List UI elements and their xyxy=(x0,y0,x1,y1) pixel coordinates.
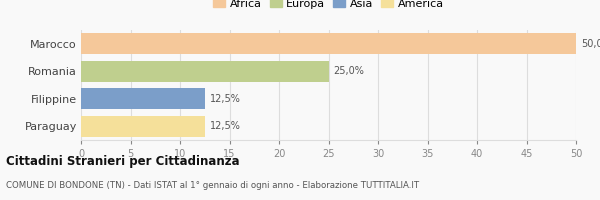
Text: 25,0%: 25,0% xyxy=(334,66,364,76)
Bar xyxy=(81,61,329,82)
Text: COMUNE DI BONDONE (TN) - Dati ISTAT al 1° gennaio di ogni anno - Elaborazione TU: COMUNE DI BONDONE (TN) - Dati ISTAT al 1… xyxy=(6,181,419,190)
Legend: Africa, Europa, Asia, America: Africa, Europa, Asia, America xyxy=(209,0,448,13)
Text: 12,5%: 12,5% xyxy=(210,94,241,104)
Text: 12,5%: 12,5% xyxy=(210,121,241,131)
Bar xyxy=(81,88,205,109)
Bar xyxy=(81,33,576,54)
Bar xyxy=(81,116,205,137)
Text: Cittadini Stranieri per Cittadinanza: Cittadini Stranieri per Cittadinanza xyxy=(6,155,239,168)
Text: 50,0%: 50,0% xyxy=(581,39,600,49)
